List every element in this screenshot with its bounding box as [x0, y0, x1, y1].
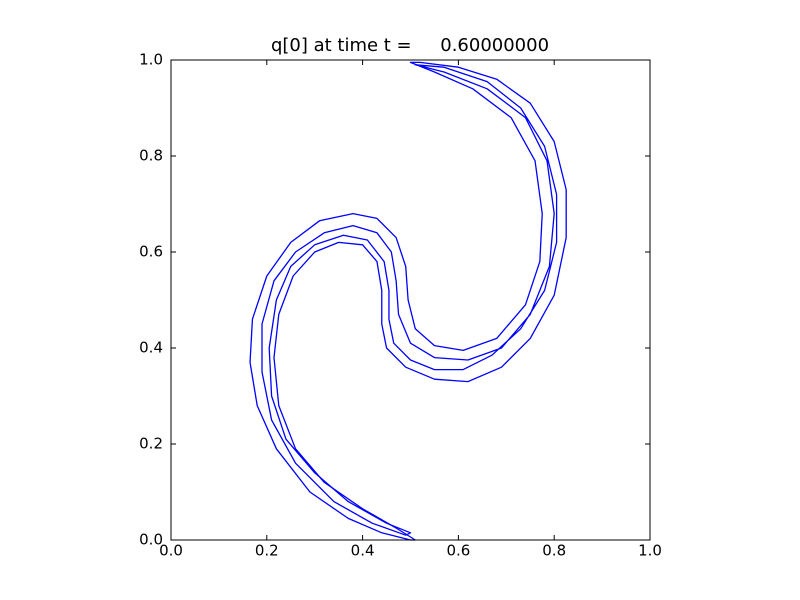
y-tick-label: 0.8	[139, 147, 163, 165]
x-tick-label: 1.0	[638, 542, 662, 560]
x-tick-label: 0.0	[159, 542, 183, 560]
chart-title: q[0] at time t = 0.60000000	[271, 35, 549, 56]
x-tick-label: 0.4	[351, 542, 375, 560]
y-tick-label: 0.6	[139, 243, 163, 261]
y-tick-label: 0.0	[139, 531, 163, 549]
y-tick-label: 0.2	[139, 435, 163, 453]
y-tick-label: 0.4	[139, 339, 163, 357]
plot-frame	[170, 59, 651, 541]
x-tick-label: 0.8	[542, 542, 566, 560]
y-tick-label: 1.0	[139, 51, 163, 69]
x-tick-label: 0.6	[446, 542, 470, 560]
contour-line	[261, 64, 558, 536]
contour-line	[249, 61, 567, 541]
x-tick-label: 0.2	[255, 542, 279, 560]
